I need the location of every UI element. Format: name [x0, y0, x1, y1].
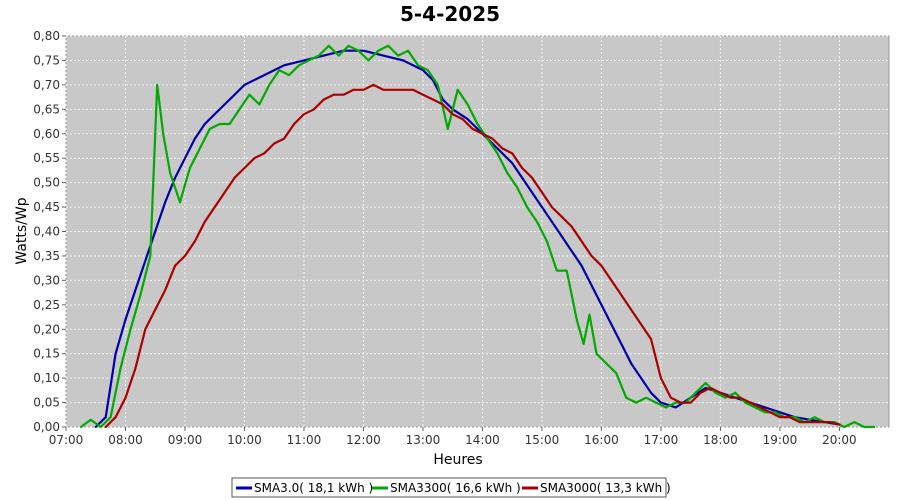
legend-label: SMA3.0( 18,1 kWh )	[254, 481, 373, 495]
y-tick-label: 0,10	[33, 371, 60, 385]
legend-label: SMA3300( 16,6 kWh )	[390, 481, 521, 495]
y-tick-label: 0,55	[33, 151, 60, 165]
series-layer	[79, 44, 876, 429]
y-tick-label: 0,40	[33, 225, 60, 239]
x-tick-label: 14:00	[465, 433, 500, 447]
x-tick-label: 20:00	[822, 433, 857, 447]
x-tick-label: 11:00	[287, 433, 322, 447]
series-line-sma3300	[79, 44, 876, 429]
legend-box	[231, 477, 667, 498]
x-tick-label: 10:00	[227, 433, 262, 447]
chart-title: 5-4-2025	[400, 2, 500, 26]
x-tick-label: 08:00	[108, 433, 143, 447]
y-tick-label: 0,80	[33, 29, 60, 43]
x-tick-label: 17:00	[644, 433, 679, 447]
x-tick-label: 09:00	[168, 433, 203, 447]
y-tick-label: 0,05	[33, 396, 60, 410]
y-tick-label: 0,70	[33, 78, 60, 92]
y-tick-label: 0,75	[33, 53, 60, 67]
x-axis-label: Heures	[433, 452, 482, 468]
legend-label: SMA3000( 13,3 kWh )	[540, 481, 671, 495]
y-tick-label: 0,15	[33, 347, 60, 361]
y-axis-label: Watts/Wp	[14, 197, 30, 264]
x-tick-label: 16:00	[584, 433, 619, 447]
y-tick-label: 0,50	[33, 176, 60, 190]
y-tick-label: 0,45	[33, 200, 60, 214]
y-tick-label: 0,30	[33, 273, 60, 287]
y-tick-label: 0,25	[33, 298, 60, 312]
x-tick-label: 18:00	[703, 433, 738, 447]
y-tick-label: 0,65	[33, 102, 60, 116]
series-line-sma3000	[104, 83, 841, 429]
x-tick-label: 15:00	[525, 433, 560, 447]
x-tick-label: 12:00	[346, 433, 381, 447]
x-axis-ticks: 07:00 08:00 09:00 10:00 11:00 12:00 13:00 14:00…	[49, 427, 857, 447]
x-tick-label: 19:00	[763, 433, 798, 447]
y-tick-label: 0,60	[33, 127, 60, 141]
legend: SMA3.0( 18,1 kWh ) SMA3300( 16,6 kWh ) SMA…	[231, 477, 671, 498]
y-axis-ticks: 0,00 0,05 0,10 0,15 0,20 0,25 0,30 0,35 0,40 0,45…	[33, 29, 66, 434]
y-tick-label: 0,00	[33, 420, 60, 434]
plot-area	[65, 35, 890, 428]
y-tick-label: 0,20	[33, 322, 60, 336]
x-tick-label: 07:00	[49, 433, 84, 447]
x-tick-label: 13:00	[406, 433, 441, 447]
y-tick-label: 0,35	[33, 249, 60, 263]
